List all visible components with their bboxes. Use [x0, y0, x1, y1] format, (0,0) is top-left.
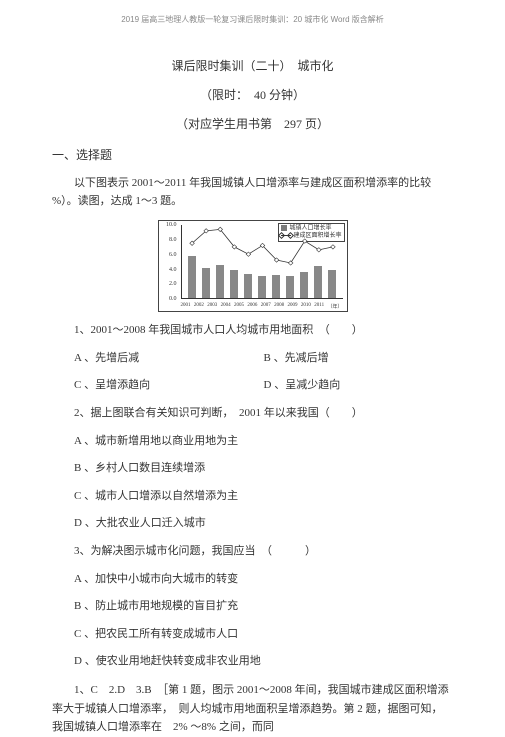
plot-area: [181, 225, 343, 299]
intro-paragraph: 以下图表示 2001～2011 年我国城镇人口增添率与建成区面积增添率的比较 %…: [52, 175, 453, 210]
q3-opt-b: B 、防止城市用地规模的盲目扩充: [52, 598, 453, 616]
q1-opt-a: A 、先增后减: [74, 350, 264, 368]
q3-stem: 3、为解决图示城市化问题，我国应当 （ ）: [52, 543, 453, 561]
doc-title: 课后限时集训（二十） 城市化: [52, 57, 453, 74]
q1-opt-b: B 、先减后增: [264, 350, 454, 368]
q3-opt-c: C 、把农民工所有转变成城市人口: [52, 626, 453, 644]
q1-opt-c: C 、呈增添趋向: [74, 377, 264, 395]
section-heading: 一、选择题: [52, 146, 453, 163]
q2-stem: 2、据上图联合有关知识可判断， 2001 年以来我国（ ）: [52, 405, 453, 423]
q2-opt-a: A 、城市新增用地以商业用地为主: [52, 433, 453, 451]
doc-header: 2019 届高三地理人教版一轮复习课后限时集训：20 城市化 Word 版含解析: [52, 0, 453, 57]
y-axis: 10.08.06.04.02.00.0: [159, 225, 179, 299]
page-reference: （对应学生用书第 297 页）: [52, 115, 453, 132]
x-axis: 2001200220032004200520062007200820092010…: [181, 303, 343, 310]
chart-container: 城镇人口增长率 建成区面积增长率 10.08.06.04.02.00.0 200…: [52, 220, 453, 312]
line-series: [182, 225, 343, 298]
q1-options-row2: C 、呈增添趋向 D 、呈减少趋向: [52, 377, 453, 395]
q2-opt-c: C 、城市人口增添以自然增添为主: [52, 488, 453, 506]
q2-opt-b: B 、乡村人口数目连续增添: [52, 460, 453, 478]
q1-options-row1: A 、先增后减 B 、先减后增: [52, 350, 453, 368]
chart: 城镇人口增长率 建成区面积增长率 10.08.06.04.02.00.0 200…: [158, 220, 348, 312]
time-limit: （限时： 40 分钟）: [52, 86, 453, 103]
q3-opt-a: A 、加快中小城市向大城市的转变: [52, 571, 453, 589]
q1-stem: 1、2001～2008 年我国城市人口人均城市用地面积 （ ）: [52, 322, 453, 340]
answer-explanation: 1、C 2.D 3.B ［第 1 题，图示 2001～2008 年间，我国城市建…: [52, 681, 453, 737]
q1-opt-d: D 、呈减少趋向: [264, 377, 454, 395]
q3-opt-d: D 、使农业用地赶快转变成非农业用地: [52, 653, 453, 671]
q2-opt-d: D 、大批农业人口迁入城市: [52, 515, 453, 533]
